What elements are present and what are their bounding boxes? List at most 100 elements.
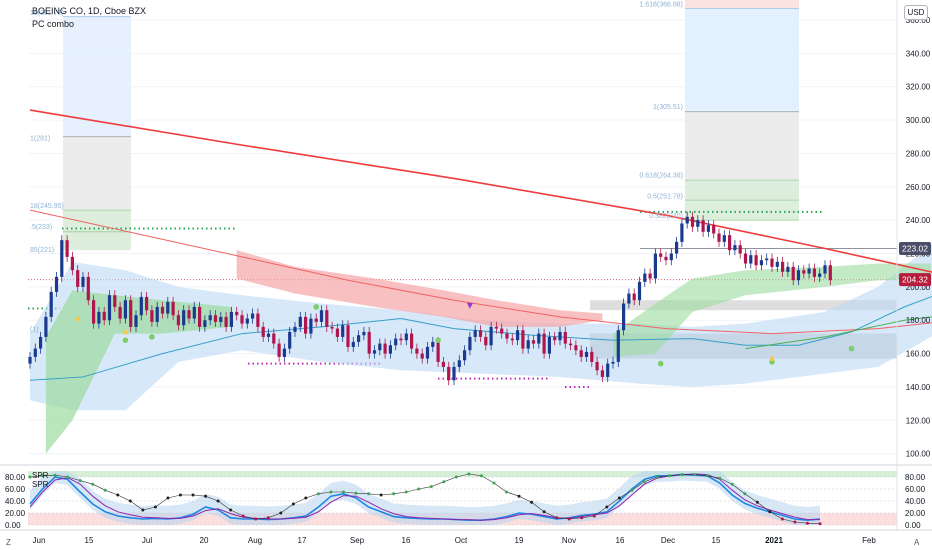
candle-body — [378, 343, 382, 351]
osc-tick-left: 60.00 — [5, 485, 26, 494]
candle-body — [44, 316, 48, 337]
candle-body — [447, 366, 451, 381]
trend-dot — [229, 508, 233, 512]
candle-body — [277, 343, 281, 357]
candle-body — [616, 330, 620, 362]
candle-body — [505, 333, 509, 339]
candle-body — [733, 245, 737, 251]
candle-body — [33, 348, 37, 357]
trend-dot — [818, 522, 822, 526]
candle-body — [738, 245, 742, 254]
auto-scale-icon[interactable]: A — [914, 538, 920, 547]
candle-body — [187, 310, 191, 319]
trend-dot — [53, 473, 57, 477]
candle-body — [690, 216, 695, 227]
candle-body — [160, 306, 165, 314]
fib-zone-right-mid — [685, 111, 799, 181]
fib-label: .5(233) — [30, 224, 52, 231]
candle-body — [70, 256, 74, 271]
osc-band — [30, 471, 820, 525]
candle-body — [823, 265, 827, 274]
trend-dot — [254, 517, 258, 521]
fib-zone-right-red — [685, 0, 799, 9]
x-tick-label: Nov — [562, 536, 576, 545]
x-tick-label: 17 — [298, 536, 307, 545]
price-tag-label: 223.02 — [902, 243, 928, 253]
candle-body — [415, 348, 419, 354]
trend-dot — [329, 490, 333, 494]
trend-dot — [530, 500, 534, 504]
y-tick-label: 340.00 — [906, 49, 931, 58]
indicator-name[interactable]: PC combo — [32, 19, 75, 29]
candle-body — [235, 311, 239, 316]
candle-body — [60, 240, 64, 277]
candle-body — [457, 360, 461, 367]
candle-body — [394, 338, 398, 346]
trend-dot — [755, 500, 759, 504]
trend-dot — [417, 487, 421, 491]
resistance-cloud — [236, 250, 603, 327]
candle-body — [712, 225, 716, 234]
trend-dot — [66, 475, 70, 479]
candle-body — [319, 310, 324, 322]
trend-dot — [141, 508, 145, 512]
candle-body — [304, 316, 308, 334]
fib-label: 18(361.78) — [30, 10, 64, 17]
symbol-title[interactable]: BOEING CO, 1D, Cboe BZX — [32, 6, 147, 16]
fib-label: 1.618(366.88) — [639, 2, 683, 9]
candle-body — [473, 330, 477, 337]
candle-body — [648, 273, 652, 279]
trend-dot — [693, 473, 697, 477]
signal-dot — [122, 337, 129, 344]
candle-body — [266, 333, 271, 337]
y-tick-label: 180.00 — [906, 316, 931, 325]
buy-triangle — [74, 314, 81, 321]
currency-button[interactable]: USD — [904, 5, 928, 20]
candle-body — [606, 363, 610, 377]
candle-body — [113, 295, 117, 307]
candle-body — [818, 273, 822, 277]
trend-dot — [304, 496, 308, 500]
candle-body — [489, 326, 493, 346]
candle-body — [812, 268, 816, 277]
candle-body — [325, 310, 329, 327]
x-tick-label: Feb — [862, 536, 876, 545]
candle-body — [28, 356, 32, 364]
fib-zone-right-top — [685, 8, 799, 112]
trend-dot — [718, 476, 722, 480]
cloud-band — [30, 244, 932, 411]
trend-dot — [128, 499, 132, 503]
fib-label: 85(221) — [30, 247, 54, 254]
trend-dot — [367, 492, 371, 496]
x-tick-label: Aug — [248, 536, 262, 545]
candle-body — [622, 303, 626, 331]
fib-label: 0.382(240) — [649, 213, 683, 220]
ma-line — [29, 295, 932, 381]
fib-zone-left-mid — [63, 136, 131, 211]
candle-body — [436, 341, 440, 362]
osc-label: SPR — [32, 480, 49, 489]
candle-body — [309, 318, 313, 334]
candle-body — [802, 270, 806, 274]
candle-body — [627, 293, 631, 304]
candle-body — [786, 266, 790, 272]
osc-tick-left: 20.00 — [5, 509, 26, 518]
candle-body — [346, 325, 350, 347]
overbought-zone — [28, 471, 897, 477]
price-tag — [899, 241, 931, 255]
trend-dot — [492, 481, 496, 485]
candle-body — [129, 300, 133, 327]
candle-body — [213, 315, 218, 322]
candle-body — [298, 316, 302, 327]
trend-dot — [605, 505, 609, 509]
candle-body — [574, 345, 578, 351]
zoom-icon[interactable]: Z — [6, 538, 11, 547]
trend-dot — [178, 493, 182, 497]
x-tick-label: Oct — [455, 536, 468, 545]
candle-body — [463, 350, 467, 361]
fib-label: 18(245.95) — [30, 203, 64, 210]
candle-body — [595, 361, 599, 371]
candle-body — [526, 340, 530, 349]
ma-line — [29, 109, 932, 274]
